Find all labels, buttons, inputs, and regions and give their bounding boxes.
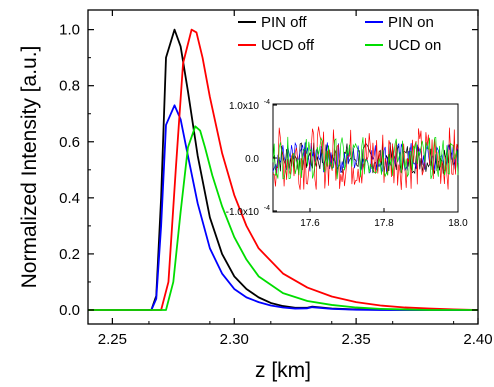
y-tick-label-0: 0.0 [59,302,80,319]
inset-y-tick-exponent-0: -4 [264,99,270,106]
x-tick-label-0: 2.25 [98,331,127,348]
y-axis-title: Normalized Intensity [a.u.] [18,46,41,289]
x-tick-label-3: 2.40 [463,331,492,348]
legend-label-0: PIN off [261,14,307,31]
plot-frame [87,9,479,325]
inset-plot: 17.6 17.8 18.0 1.0x10 -4 0.0 -1.0x10 -4 [226,99,469,229]
x-tick-label-1: 2.30 [220,331,249,348]
y-tick-label-2: 0.4 [59,190,80,207]
y-tick-label-5: 1.0 [59,22,80,39]
inset-y-tick-label-0: 1.0x10 [229,101,259,112]
series-line-2 [88,28,479,311]
y-tick-label-3: 0.6 [59,134,80,151]
inset-series-2 [272,126,459,190]
inset-y-tick-exponent-2: -4 [264,205,270,212]
inset-x-tick-label-1: 17.8 [374,218,394,229]
x-axis-title: z [km] [255,359,311,382]
inset-x-tick-label-2: 18.0 [448,218,468,229]
y-tick-label-1: 0.2 [59,246,80,263]
series-line-1 [88,104,478,311]
inset-series-3 [272,136,459,180]
legend-label-1: PIN on [388,14,434,31]
inset-y-tick-label-1: 0.0 [245,154,259,165]
x-tick-label-2: 2.35 [342,331,371,348]
y-tick-label-4: 0.8 [59,78,80,95]
legend-label-2: UCD off [261,37,315,54]
legend-label-3: UCD on [388,37,441,54]
main-plot: 2.25 2.30 2.35 2.40 0.0 0.2 0.4 0.6 0.8 1.0 z [km]… [18,9,493,382]
inset-y-tick-label-2: -1.0x10 [226,207,260,218]
inset-x-tick-label-0: 17.6 [300,218,320,229]
series-line-3 [88,125,478,311]
